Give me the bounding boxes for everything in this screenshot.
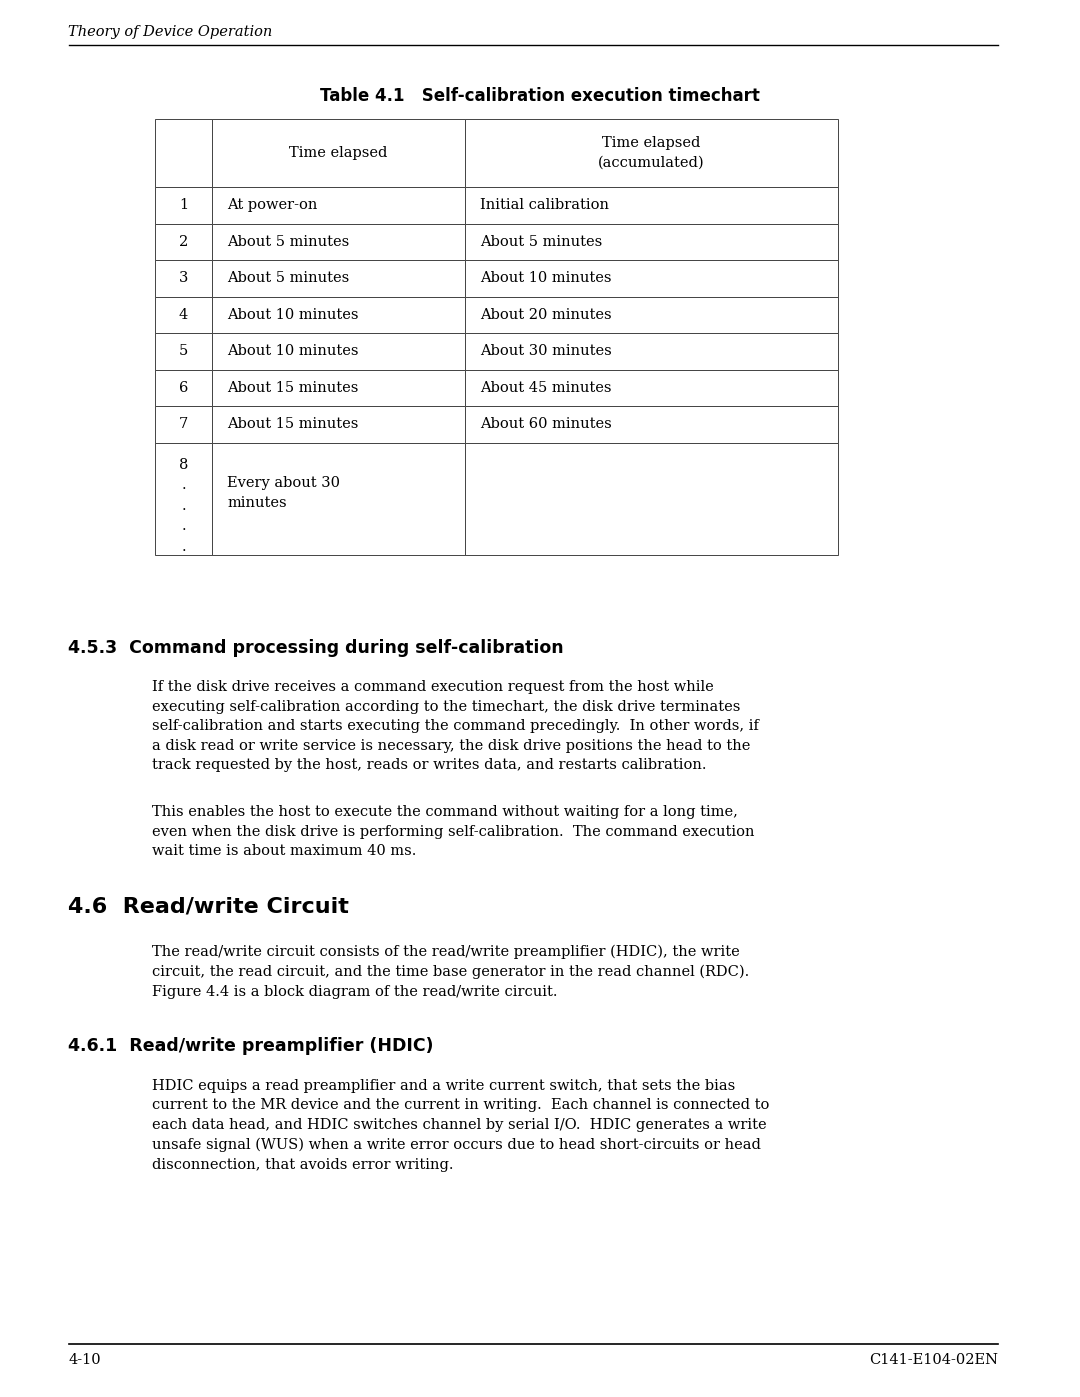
Text: The read/write circuit consists of the read/write preamplifier (HDIC), the write: The read/write circuit consists of the r… (152, 944, 750, 999)
Bar (156, 260, 212, 296)
Text: HDIC equips a read preamplifier and a write current switch, that sets the bias
c: HDIC equips a read preamplifier and a wr… (152, 1078, 769, 1172)
Text: 3: 3 (179, 271, 188, 285)
Text: 4-10: 4-10 (68, 1354, 102, 1368)
Text: About 15 minutes: About 15 minutes (227, 418, 359, 432)
Bar (465, 119, 838, 187)
Text: C141-E104-02EN: C141-E104-02EN (869, 1354, 998, 1368)
Text: About 10 minutes: About 10 minutes (227, 344, 359, 358)
Text: About 30 minutes: About 30 minutes (480, 344, 611, 358)
Text: About 5 minutes: About 5 minutes (227, 235, 349, 249)
Text: About 15 minutes: About 15 minutes (227, 381, 359, 395)
Text: Every about 30
minutes: Every about 30 minutes (227, 476, 340, 510)
Bar (156, 296, 212, 332)
Bar (212, 119, 465, 187)
Bar (212, 369, 465, 407)
Bar (156, 187, 212, 224)
Text: 5: 5 (179, 344, 188, 358)
Bar (212, 407, 465, 443)
Text: 8
.
.
.
.: 8 . . . . (179, 457, 188, 553)
Bar (465, 332, 838, 369)
Text: About 45 minutes: About 45 minutes (480, 381, 611, 395)
Text: About 60 minutes: About 60 minutes (480, 418, 611, 432)
Text: At power-on: At power-on (227, 198, 318, 212)
Bar (212, 296, 465, 332)
Text: This enables the host to execute the command without waiting for a long time,
ev: This enables the host to execute the com… (152, 805, 755, 858)
Text: 4.6  Read/write Circuit: 4.6 Read/write Circuit (68, 897, 349, 916)
Text: If the disk drive receives a command execution request from the host while
execu: If the disk drive receives a command exe… (152, 680, 759, 773)
Bar (156, 407, 212, 443)
Bar (156, 119, 212, 187)
Bar (465, 443, 838, 555)
Text: Table 4.1   Self-calibration execution timechart: Table 4.1 Self-calibration execution tim… (320, 87, 760, 105)
Text: About 5 minutes: About 5 minutes (227, 271, 349, 285)
Bar (465, 260, 838, 296)
Bar (212, 187, 465, 224)
Bar (212, 332, 465, 369)
Bar (465, 407, 838, 443)
Bar (465, 187, 838, 224)
Bar (156, 369, 212, 407)
Bar (212, 224, 465, 260)
Bar (212, 443, 465, 555)
Text: 4.6.1  Read/write preamplifier (HDIC): 4.6.1 Read/write preamplifier (HDIC) (68, 1037, 434, 1055)
Bar (156, 443, 212, 555)
Text: Time elapsed
(accumulated): Time elapsed (accumulated) (598, 137, 705, 170)
Bar (156, 332, 212, 369)
Text: 7: 7 (179, 418, 188, 432)
Bar (212, 260, 465, 296)
Text: 6: 6 (179, 381, 188, 395)
Text: About 10 minutes: About 10 minutes (227, 307, 359, 321)
Text: 4: 4 (179, 307, 188, 321)
Bar (465, 224, 838, 260)
Text: Time elapsed: Time elapsed (289, 147, 388, 161)
Text: 1: 1 (179, 198, 188, 212)
Text: About 5 minutes: About 5 minutes (480, 235, 603, 249)
Text: Initial calibration: Initial calibration (480, 198, 609, 212)
Bar (465, 296, 838, 332)
Text: 4.5.3  Command processing during self-calibration: 4.5.3 Command processing during self-cal… (68, 638, 564, 657)
Bar (156, 224, 212, 260)
Text: About 20 minutes: About 20 minutes (480, 307, 611, 321)
Text: About 10 minutes: About 10 minutes (480, 271, 611, 285)
Text: Theory of Device Operation: Theory of Device Operation (68, 25, 273, 39)
Bar (465, 369, 838, 407)
Text: 2: 2 (179, 235, 188, 249)
